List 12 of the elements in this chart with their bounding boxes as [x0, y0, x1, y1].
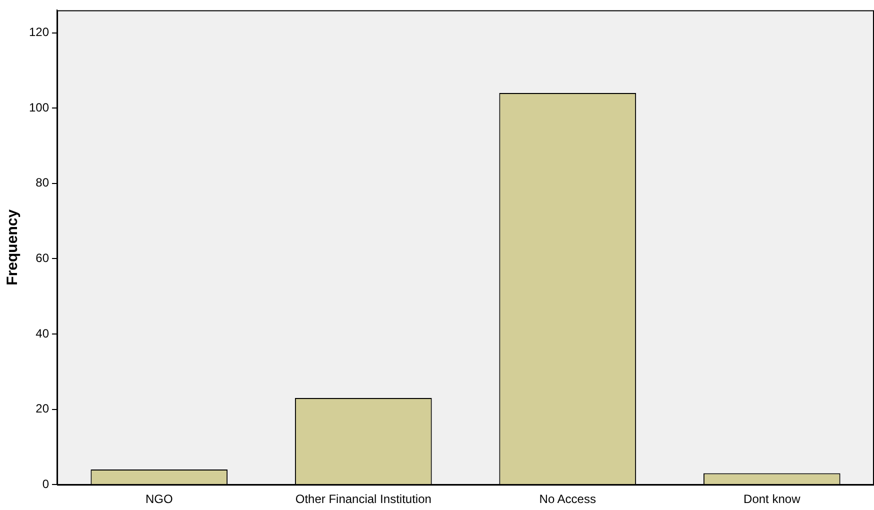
y-tick-label: 80	[36, 176, 50, 190]
y-tick-label: 60	[36, 251, 50, 266]
y-tick-label: 40	[36, 326, 50, 340]
y-tick-label: 120	[28, 25, 50, 40]
y-tick-label: 0	[42, 476, 50, 491]
x-tick-label: Dont know	[744, 492, 801, 506]
x-tick-label: Other Financial Institution	[295, 492, 432, 506]
y-tick-label: 20	[36, 402, 50, 416]
y-axis-title: Frequency	[4, 208, 22, 286]
y-tick-label: 100	[28, 100, 50, 114]
x-tick-label: No Access	[539, 492, 596, 506]
x-tick-label: NGO	[145, 492, 173, 506]
